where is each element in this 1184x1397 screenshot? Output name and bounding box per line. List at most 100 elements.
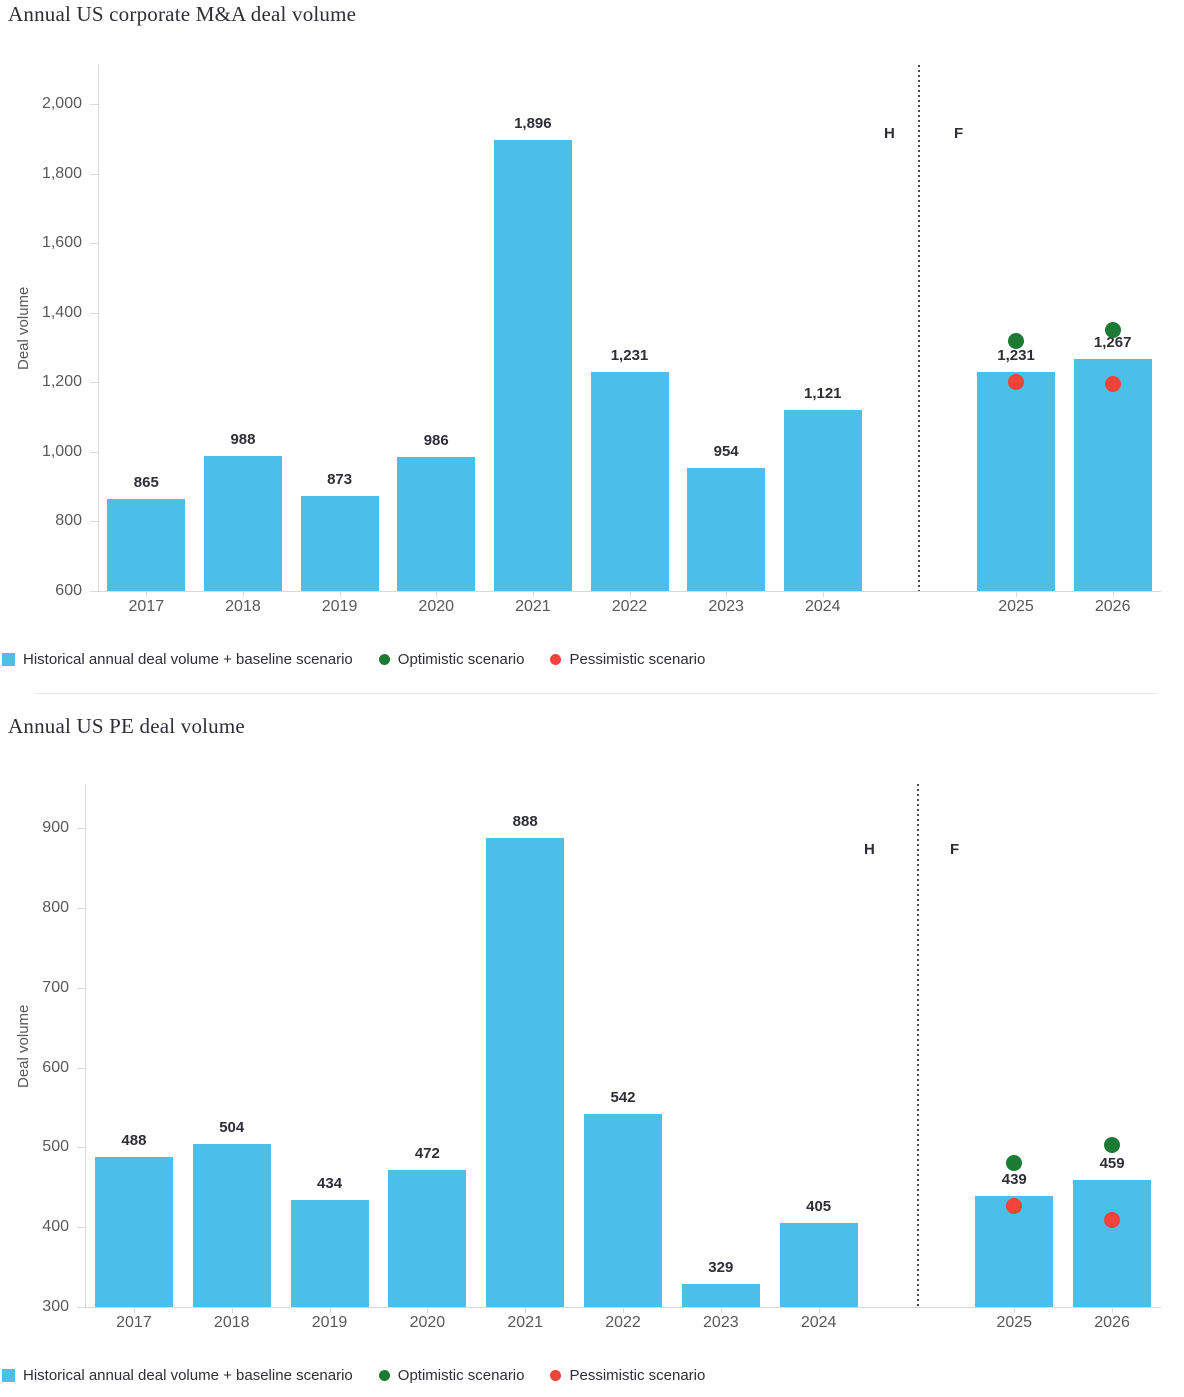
x-axis-year-label: 2022: [611, 598, 648, 615]
y-tick-label: 300: [42, 1298, 69, 1315]
x-axis-year-label: 2026: [1094, 1314, 1130, 1331]
bar-value-label: 405: [806, 1198, 832, 1216]
historical-bar-swatch-icon: [2, 653, 15, 666]
x-tick-mark: [726, 591, 728, 597]
x-axis-year-label: 2025: [996, 1314, 1033, 1331]
x-axis-year-label: 2018: [213, 1314, 250, 1331]
y-tick-mark: [90, 382, 98, 384]
bar-2019: [300, 496, 379, 591]
history-marker-label: H: [864, 841, 875, 858]
x-tick-mark: [427, 1307, 429, 1313]
optimistic-dot: [1008, 332, 1025, 349]
x-tick-mark: [436, 591, 438, 597]
chart-legend: Historical annual deal volume + baseline…: [2, 651, 705, 668]
optimistic-dot: [1006, 1155, 1023, 1172]
y-axis-title: Deal volume: [15, 286, 32, 370]
bar-value-label: 439: [1001, 1171, 1027, 1189]
bar-2022: [590, 371, 669, 591]
pessimistic-dot: [1104, 1211, 1121, 1228]
x-axis-year-label: 2019: [311, 1314, 348, 1331]
bar-value-label: 873: [327, 471, 353, 489]
legend-label-historical: Historical annual deal volume + baseline…: [23, 651, 353, 668]
y-tick-label: 500: [42, 1138, 69, 1156]
x-tick-mark: [818, 1307, 820, 1313]
bar-2023: [681, 1283, 760, 1307]
bar-2025: [975, 1196, 1054, 1307]
forecast-marker-label: F: [954, 125, 964, 142]
y-tick-label: 1,600: [41, 234, 82, 252]
bar-value-label: 1,267: [1093, 333, 1132, 351]
y-tick-mark: [90, 591, 98, 592]
y-axis-title: Deal volume: [15, 1003, 32, 1088]
x-axis-year-label: 2020: [409, 1314, 446, 1331]
x-axis-year-label: 2022: [605, 1314, 641, 1331]
bar-2023: [687, 467, 766, 591]
section-divider: [35, 693, 1157, 694]
y-tick-label: 800: [55, 512, 82, 530]
y-tick-label: 2,000: [41, 95, 82, 112]
bar-value-label: 504: [219, 1119, 245, 1137]
bar-2020: [388, 1169, 467, 1307]
legend-item-pessimistic: Pessimistic scenario: [550, 651, 705, 668]
bar-2020: [397, 456, 476, 591]
optimistic-dot: [1104, 1136, 1121, 1153]
bar-value-label: 329: [708, 1258, 734, 1276]
historical-bar-swatch-icon: [2, 1369, 15, 1382]
optimistic-dot-icon: [378, 654, 390, 665]
y-axis-line: [98, 65, 99, 591]
x-tick-mark: [623, 1307, 624, 1313]
bar-2024: [779, 1223, 858, 1307]
x-axis-line: [98, 591, 1161, 592]
y-tick-label: 1,800: [41, 164, 82, 182]
x-tick-mark: [231, 1307, 233, 1313]
y-tick-mark: [77, 1307, 85, 1308]
legend-label-optimistic: Optimistic scenario: [397, 651, 525, 668]
bar-value-label: 459: [1099, 1155, 1125, 1173]
x-tick-mark: [525, 1307, 527, 1313]
bar-2022: [584, 1113, 662, 1307]
y-tick-label: 1,000: [41, 442, 82, 460]
bar-2025: [977, 371, 1056, 591]
pessimistic-dot-icon: [550, 654, 562, 665]
y-tick-label: 1,400: [41, 303, 82, 321]
x-tick-mark: [329, 1307, 331, 1313]
bar-value-label: 542: [610, 1088, 636, 1106]
x-axis-line: [85, 1307, 1161, 1308]
bar-value-label: 865: [133, 473, 159, 491]
x-axis-year-label: 2023: [708, 598, 744, 615]
bar-value-label: 472: [414, 1144, 440, 1162]
y-tick-mark: [90, 312, 98, 314]
y-tick-mark: [90, 243, 98, 245]
pessimistic-dot: [1006, 1197, 1023, 1214]
x-axis-year-label: 2019: [321, 598, 358, 615]
x-axis-year-label: 2020: [418, 598, 455, 615]
bar-value-label: 986: [423, 431, 449, 449]
x-tick-mark: [133, 1307, 135, 1313]
y-tick-label: 800: [42, 898, 69, 916]
y-tick-mark: [90, 173, 98, 175]
legend-item-optimistic: Optimistic scenario: [378, 651, 525, 668]
optimistic-dot: [1104, 322, 1121, 339]
chart-title-pe: Annual US PE deal volume: [8, 714, 245, 738]
x-tick-mark: [1016, 591, 1018, 597]
y-tick-label: 900: [42, 819, 69, 836]
y-tick-label: 1,200: [41, 373, 82, 391]
x-tick-mark: [339, 591, 341, 597]
y-axis-line: [85, 784, 86, 1307]
y-tick-mark: [77, 1227, 85, 1229]
y-tick-mark: [77, 1147, 85, 1149]
bar-2019: [290, 1200, 369, 1307]
chart-legend: Historical annual deal volume + baseline…: [2, 1367, 705, 1384]
bar-value-label: 488: [121, 1131, 147, 1149]
legend-label-pessimistic: Pessimistic scenario: [569, 1367, 706, 1384]
history-forecast-divider: [917, 784, 919, 1307]
bar-2017: [107, 498, 186, 591]
x-tick-mark: [629, 591, 631, 597]
y-tick-mark: [77, 987, 85, 989]
legend-label-pessimistic: Pessimistic scenario: [569, 651, 706, 668]
history-marker-label: H: [884, 125, 895, 142]
y-tick-label: 600: [55, 582, 82, 599]
pessimistic-dot: [1008, 373, 1025, 390]
